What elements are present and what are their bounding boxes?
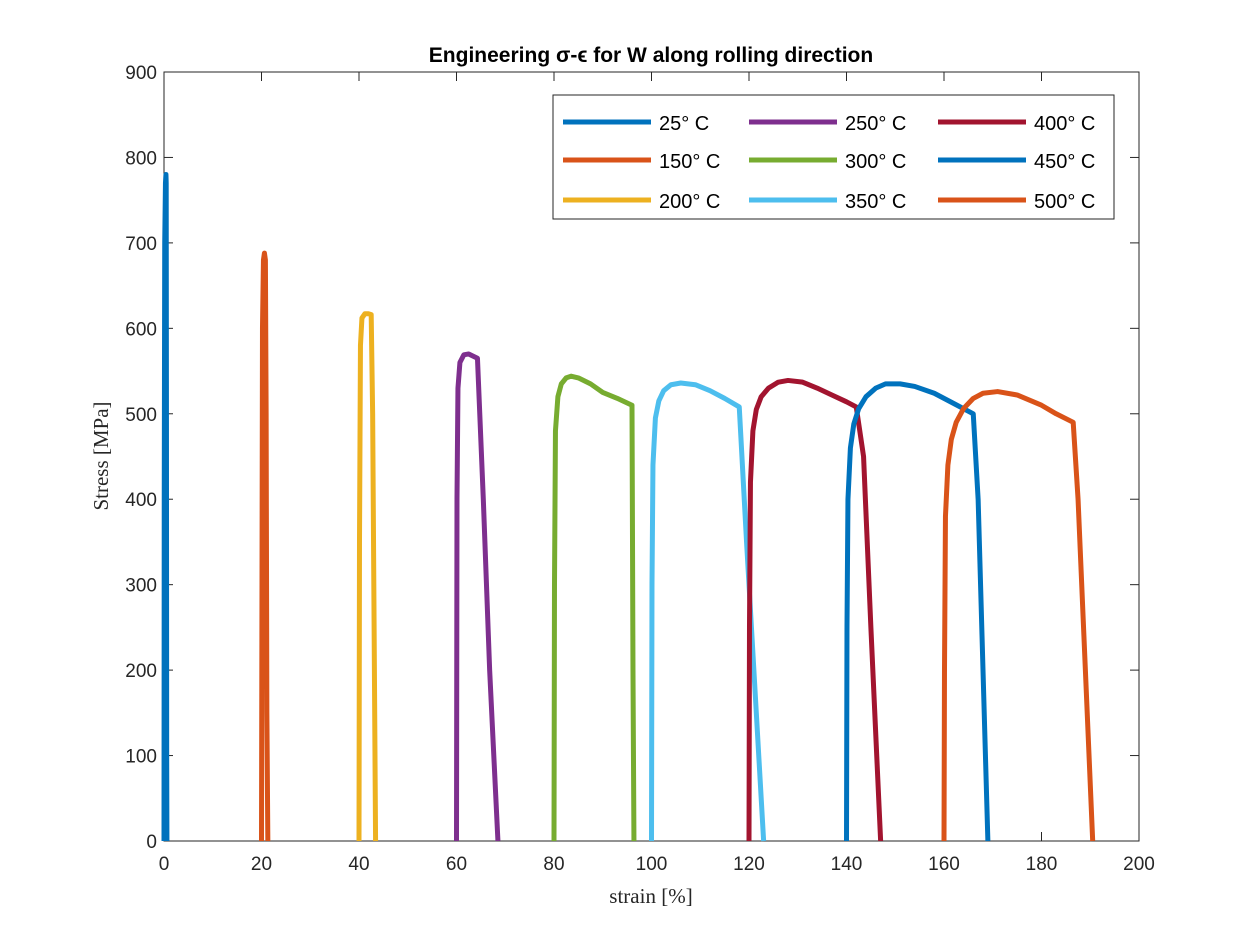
y-axis-label: Stress [MPa] [89, 401, 113, 510]
legend-label-7: 450° C [1034, 151, 1095, 173]
legend-label-5: 350° C [845, 191, 906, 213]
x-tick-label: 0 [159, 854, 170, 875]
legend-label-2: 200° C [659, 191, 720, 213]
y-tick-label: 200 [125, 661, 157, 682]
x-tick-label: 100 [636, 854, 668, 875]
x-axis-label: strain [%] [609, 884, 692, 908]
x-tick-label: 200 [1123, 854, 1155, 875]
y-tick-label: 100 [125, 747, 157, 768]
y-tick-label: 0 [146, 832, 157, 853]
series-layer [161, 172, 1096, 842]
y-tick-label: 700 [125, 234, 157, 255]
y-tick-label: 500 [125, 405, 157, 426]
series-line-3 [454, 351, 501, 842]
y-tick-label: 400 [125, 490, 157, 511]
legend-label-4: 300° C [845, 151, 906, 173]
y-tick-label: 900 [125, 63, 157, 84]
series-line-5 [649, 380, 767, 842]
y-tick-label: 600 [125, 319, 157, 340]
series-line-0 [161, 172, 170, 842]
legend: 25° C 150° C 200° C 250° C 300° C 350° C 400° … [552, 94, 1115, 220]
series-line-7 [844, 381, 991, 842]
axis-ticks: 0 20 40 60 80 100 120 140 160 180 200 0 100 200 300 400… [125, 63, 1155, 875]
legend-label-0: 25° C [659, 113, 709, 135]
legend-label-3: 250° C [845, 113, 906, 135]
series-line-1 [259, 250, 271, 842]
x-tick-label: 40 [348, 854, 369, 875]
legend-label-8: 500° C [1034, 191, 1095, 213]
series-line-6 [746, 377, 884, 842]
legend-label-1: 150° C [659, 151, 720, 173]
y-tick-label: 300 [125, 576, 157, 597]
x-tick-label: 180 [1026, 854, 1058, 875]
x-tick-label: 20 [251, 854, 272, 875]
x-tick-label: 80 [543, 854, 564, 875]
x-tick-label: 60 [446, 854, 467, 875]
x-tick-label: 120 [733, 854, 765, 875]
chart-title: Engineering σ-ϵ for W along rolling dire… [429, 44, 873, 67]
x-tick-label: 140 [831, 854, 863, 875]
x-tick-label: 160 [928, 854, 960, 875]
series-line-4 [551, 373, 637, 842]
y-tick-label: 800 [125, 148, 157, 169]
series-line-2 [356, 311, 379, 842]
series-line-8 [941, 389, 1096, 842]
legend-label-6: 400° C [1034, 113, 1095, 135]
